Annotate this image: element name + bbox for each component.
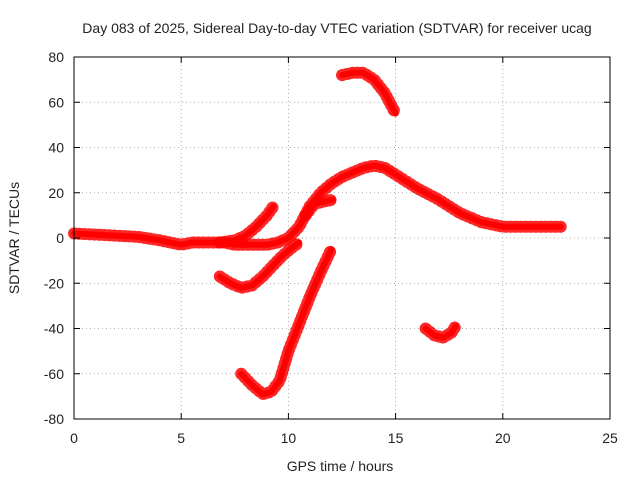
x-tick-label: 15 [388, 430, 404, 446]
y-tick-label: -80 [44, 411, 64, 427]
y-tick-label: 60 [48, 94, 64, 110]
x-tick-label: 0 [70, 430, 78, 446]
y-tick-label: 40 [48, 140, 64, 156]
y-tick-label: -20 [44, 275, 64, 291]
series-trace-upper-arc-markers [336, 66, 402, 120]
x-tick-label: 25 [602, 430, 618, 446]
chart-title: Day 083 of 2025, Sidereal Day-to-day VTE… [82, 20, 591, 36]
y-tick-label: -60 [44, 366, 64, 382]
x-tick-label: 10 [281, 430, 297, 446]
series-trace-short-mid-markers [299, 193, 340, 222]
x-tick-label: 5 [177, 430, 185, 446]
y-tick-label: 0 [56, 230, 64, 246]
y-tick-label: 20 [48, 185, 64, 201]
series-trace-rise-early-markers [213, 200, 280, 249]
series-trace-mid-dip-markers [213, 236, 306, 294]
y-axis-label: SDTVAR / TECUs [6, 182, 22, 294]
y-tick-label: 80 [48, 49, 64, 65]
series-layer [68, 66, 567, 401]
x-axis-label: GPS time / hours [287, 458, 394, 474]
x-tick-label: 20 [495, 430, 511, 446]
series-trace-lower-right-arc-markers [419, 320, 462, 344]
y-tick-label: -40 [44, 321, 64, 337]
series-trace-deep-dip-markers [235, 243, 338, 401]
ticks: 0 5 10 15 20 25 -80 -60 -40 -20 0 20 40 60 80 [44, 49, 618, 446]
